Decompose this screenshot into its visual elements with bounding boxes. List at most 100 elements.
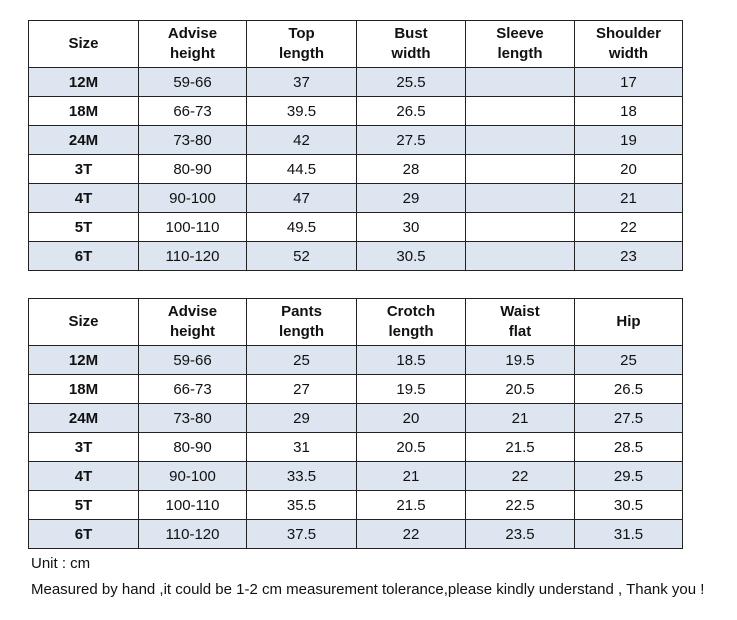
data-row: 5T 100-110 35.5 21.5 22.5 30.5 xyxy=(28,490,683,520)
header-text: Crotch xyxy=(386,303,436,320)
header-cell: Advise height xyxy=(138,298,247,346)
size-table-top: Size Advise height Top length Bust width Sleeve… xyxy=(28,20,683,271)
tolerance-note: Measured by hand ,it could be 1-2 cm mea… xyxy=(31,581,705,598)
size-cell: 12M xyxy=(28,345,139,375)
value-cell: 28.5 xyxy=(574,432,683,462)
value-cell: 80-90 xyxy=(138,154,247,184)
size-cell: 3T xyxy=(28,432,139,462)
header-text: length xyxy=(497,45,543,62)
value-cell: 21 xyxy=(574,183,683,213)
size-cell: 6T xyxy=(28,519,139,549)
value-cell: 20 xyxy=(356,403,466,433)
data-row: 3T 80-90 31 20.5 21.5 28.5 xyxy=(28,432,683,462)
value-cell: 27.5 xyxy=(574,403,683,433)
value-cell: 110-120 xyxy=(138,241,247,271)
data-row: 3T 80-90 44.5 28 20 xyxy=(28,154,683,184)
header-cell: Size xyxy=(28,298,139,346)
value-cell: 22 xyxy=(356,519,466,549)
value-cell: 19.5 xyxy=(465,345,575,375)
header-cell: Crotch length xyxy=(356,298,466,346)
value-cell: 35.5 xyxy=(246,490,357,520)
value-cell: 73-80 xyxy=(138,125,247,155)
value-cell xyxy=(465,241,575,271)
value-cell: 110-120 xyxy=(138,519,247,549)
value-cell: 30.5 xyxy=(356,241,466,271)
value-cell: 22 xyxy=(465,461,575,491)
header-cell: Pants length xyxy=(246,298,357,346)
header-row: Size Advise height Pants length Crotch length W… xyxy=(28,298,683,346)
value-cell: 18 xyxy=(574,96,683,126)
value-cell: 17 xyxy=(574,67,683,97)
value-cell: 100-110 xyxy=(138,212,247,242)
value-cell: 23.5 xyxy=(465,519,575,549)
size-cell: 24M xyxy=(28,125,139,155)
header-text: width xyxy=(608,45,649,62)
size-cell: 6T xyxy=(28,241,139,271)
header-text: Shoulder xyxy=(595,25,661,42)
data-row: 4T 90-100 47 29 21 xyxy=(28,183,683,213)
value-cell: 30 xyxy=(356,212,466,242)
header-text: Size xyxy=(68,35,99,52)
value-cell: 25 xyxy=(574,345,683,375)
value-cell xyxy=(465,154,575,184)
data-row: 18M 66-73 27 19.5 20.5 26.5 xyxy=(28,374,683,404)
value-cell: 37 xyxy=(246,67,357,97)
header-cell: Waist flat xyxy=(465,298,575,346)
value-cell xyxy=(465,125,575,155)
value-cell: 21.5 xyxy=(356,490,466,520)
size-table-pants: Size Advise height Pants length Crotch length W… xyxy=(28,298,683,549)
size-cell: 3T xyxy=(28,154,139,184)
value-cell: 90-100 xyxy=(138,461,247,491)
header-text: length xyxy=(279,45,324,62)
header-text: Pants xyxy=(281,303,322,320)
value-cell: 49.5 xyxy=(246,212,357,242)
header-cell: Shoulder width xyxy=(574,20,683,68)
header-text: width xyxy=(391,45,431,62)
value-cell xyxy=(465,96,575,126)
value-cell: 26.5 xyxy=(574,374,683,404)
value-cell: 21.5 xyxy=(465,432,575,462)
value-cell: 26.5 xyxy=(356,96,466,126)
header-text: Advise xyxy=(167,303,218,320)
header-text: Size xyxy=(68,313,99,330)
value-cell: 19 xyxy=(574,125,683,155)
value-cell: 73-80 xyxy=(138,403,247,433)
header-cell: Top length xyxy=(246,20,357,68)
value-cell: 21 xyxy=(465,403,575,433)
size-cell: 4T xyxy=(28,183,139,213)
header-text: Bust xyxy=(394,25,428,42)
header-text: flat xyxy=(508,323,532,340)
size-cell: 18M xyxy=(28,374,139,404)
value-cell: 90-100 xyxy=(138,183,247,213)
value-cell: 39.5 xyxy=(246,96,357,126)
value-cell: 18.5 xyxy=(356,345,466,375)
data-row: 18M 66-73 39.5 26.5 18 xyxy=(28,96,683,126)
value-cell: 22 xyxy=(574,212,683,242)
value-cell: 27.5 xyxy=(356,125,466,155)
value-cell: 66-73 xyxy=(138,374,247,404)
value-cell: 20.5 xyxy=(465,374,575,404)
value-cell: 28 xyxy=(356,154,466,184)
header-text: Sleeve xyxy=(496,25,544,42)
value-cell: 42 xyxy=(246,125,357,155)
size-cell: 4T xyxy=(28,461,139,491)
size-cell: 24M xyxy=(28,403,139,433)
value-cell: 19.5 xyxy=(356,374,466,404)
value-cell: 27 xyxy=(246,374,357,404)
header-cell: Hip xyxy=(574,298,683,346)
header-cell: Advise height xyxy=(138,20,247,68)
header-text: height xyxy=(170,323,215,340)
value-cell: 33.5 xyxy=(246,461,357,491)
size-cell: 5T xyxy=(28,490,139,520)
header-cell: Size xyxy=(28,20,139,68)
value-cell: 37.5 xyxy=(246,519,357,549)
header-text: height xyxy=(170,45,215,62)
value-cell: 31 xyxy=(246,432,357,462)
header-text: Top xyxy=(288,25,315,42)
data-row: 6T 110-120 37.5 22 23.5 31.5 xyxy=(28,519,683,549)
value-cell: 44.5 xyxy=(246,154,357,184)
data-row: 12M 59-66 25 18.5 19.5 25 xyxy=(28,345,683,375)
value-cell: 52 xyxy=(246,241,357,271)
size-cell: 18M xyxy=(28,96,139,126)
